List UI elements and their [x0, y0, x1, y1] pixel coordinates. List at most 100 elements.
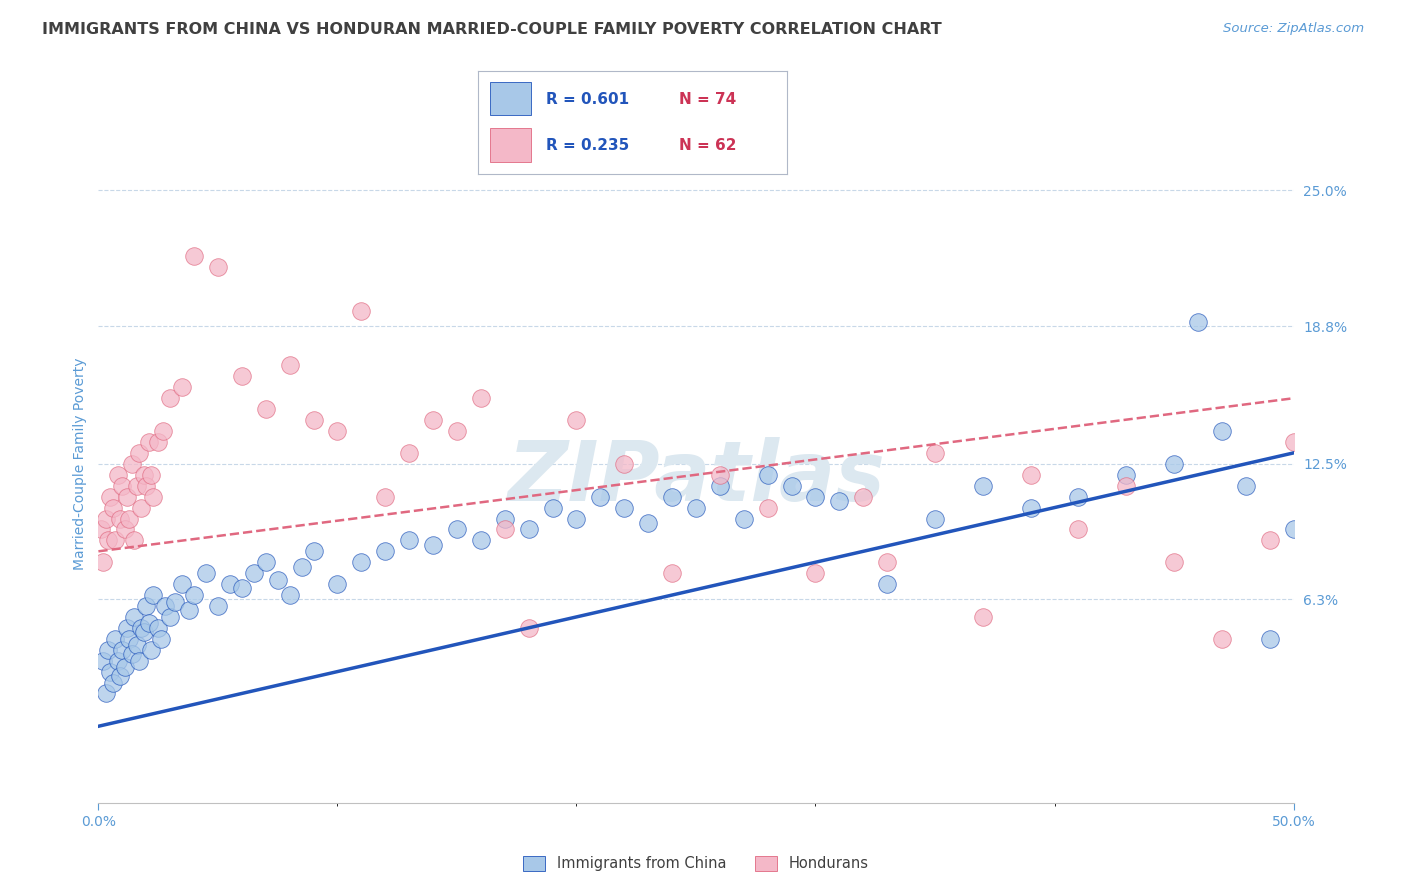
Point	[350, 303, 373, 318]
Point	[91, 555, 114, 569]
Point	[517, 621, 540, 635]
Point	[1067, 523, 1090, 537]
Point	[183, 588, 205, 602]
Point	[756, 467, 779, 482]
Point	[231, 369, 253, 384]
Point	[91, 654, 114, 668]
Point	[565, 511, 588, 525]
Point	[125, 479, 148, 493]
Legend: Immigrants from China, Hondurans: Immigrants from China, Hondurans	[517, 850, 875, 877]
Point	[128, 654, 150, 668]
Point	[114, 523, 136, 537]
Point	[804, 490, 827, 504]
Point	[124, 610, 146, 624]
Point	[135, 599, 157, 613]
Point	[172, 380, 194, 394]
Point	[470, 391, 492, 405]
Point	[148, 434, 170, 449]
Point	[108, 669, 131, 683]
Point	[685, 500, 707, 515]
Point	[131, 621, 153, 635]
Point	[780, 479, 803, 493]
Point	[1294, 555, 1316, 569]
Point	[1187, 315, 1209, 329]
Point	[278, 588, 301, 602]
Point	[1067, 490, 1090, 504]
Point	[924, 511, 946, 525]
Point	[733, 511, 755, 525]
Point	[97, 642, 120, 657]
Point	[374, 544, 396, 558]
FancyBboxPatch shape	[491, 82, 530, 115]
FancyBboxPatch shape	[491, 128, 530, 161]
Point	[613, 500, 636, 515]
Point	[183, 249, 205, 263]
Point	[207, 260, 229, 274]
Point	[179, 603, 201, 617]
Point	[159, 610, 181, 624]
Point	[1258, 533, 1281, 548]
Point	[115, 490, 138, 504]
Point	[470, 533, 492, 548]
Point	[422, 538, 444, 552]
Point	[1282, 434, 1305, 449]
Point	[114, 660, 136, 674]
Text: R = 0.601: R = 0.601	[546, 92, 630, 106]
Point	[398, 533, 420, 548]
Point	[541, 500, 564, 515]
Y-axis label: Married-Couple Family Poverty: Married-Couple Family Poverty	[73, 358, 87, 570]
Point	[709, 467, 731, 482]
Text: ZIPatlas: ZIPatlas	[508, 437, 884, 518]
Point	[101, 675, 124, 690]
Point	[111, 479, 134, 493]
Point	[139, 467, 162, 482]
Point	[138, 616, 160, 631]
Point	[302, 413, 325, 427]
Point	[756, 500, 779, 515]
Point	[1211, 424, 1233, 438]
Point	[98, 490, 122, 504]
Point	[494, 511, 516, 525]
Point	[924, 446, 946, 460]
Point	[132, 625, 155, 640]
Point	[1282, 523, 1305, 537]
Point	[163, 594, 186, 608]
Point	[135, 479, 157, 493]
Point	[290, 559, 312, 574]
Point	[231, 582, 253, 596]
Point	[118, 632, 141, 646]
Point	[828, 494, 851, 508]
Point	[194, 566, 218, 581]
Text: IMMIGRANTS FROM CHINA VS HONDURAN MARRIED-COUPLE FAMILY POVERTY CORRELATION CHAR: IMMIGRANTS FROM CHINA VS HONDURAN MARRIE…	[42, 22, 942, 37]
Point	[804, 566, 827, 581]
Point	[254, 402, 277, 417]
Point	[172, 577, 194, 591]
Point	[1234, 479, 1257, 493]
Point	[98, 665, 122, 679]
Point	[124, 533, 146, 548]
Point	[1115, 467, 1137, 482]
Point	[219, 577, 242, 591]
Point	[374, 490, 396, 504]
Point	[446, 523, 468, 537]
Point	[159, 391, 181, 405]
Point	[148, 621, 170, 635]
Point	[972, 479, 994, 493]
Point	[613, 457, 636, 471]
Point	[1019, 467, 1042, 482]
Point	[876, 577, 898, 591]
Point	[97, 533, 120, 548]
Point	[94, 511, 117, 525]
Point	[155, 599, 177, 613]
Point	[446, 424, 468, 438]
Point	[517, 523, 540, 537]
Point	[121, 457, 143, 471]
Point	[90, 523, 112, 537]
Point	[494, 523, 516, 537]
Point	[101, 500, 124, 515]
Text: N = 62: N = 62	[679, 137, 737, 153]
Point	[1258, 632, 1281, 646]
Point	[104, 533, 127, 548]
Point	[972, 610, 994, 624]
Point	[302, 544, 325, 558]
